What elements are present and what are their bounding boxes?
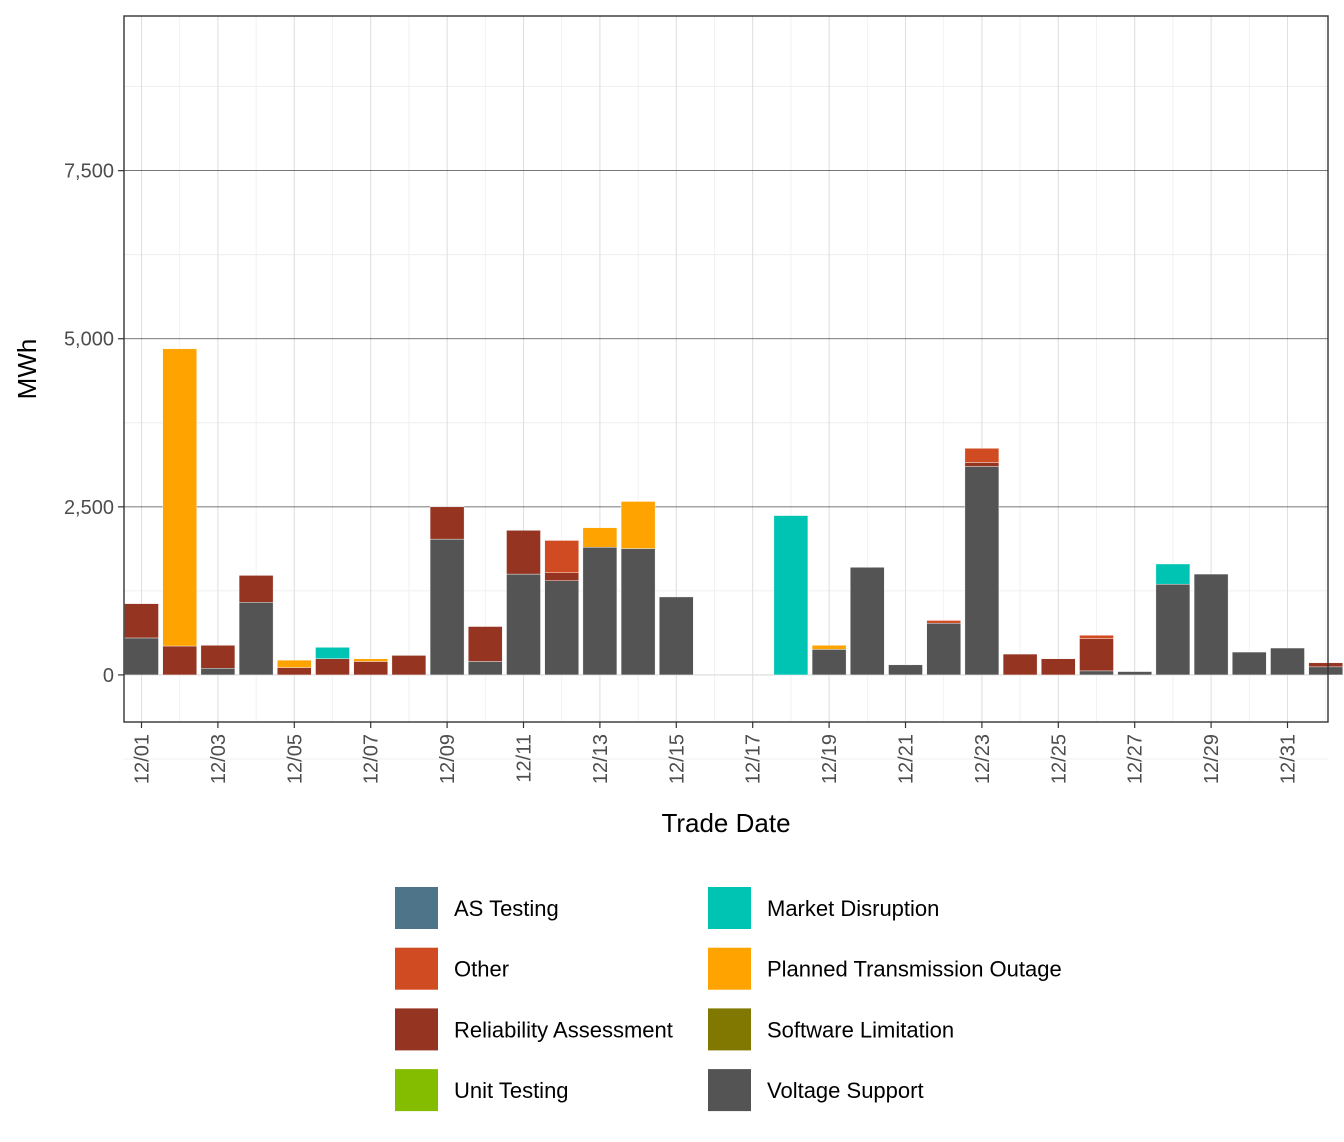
legend-label: Voltage Support: [767, 1078, 924, 1103]
bar-segment: [964, 448, 1000, 463]
bar-segment: [391, 655, 427, 676]
legend-key: [708, 1069, 751, 1112]
bar-segment: [544, 580, 579, 676]
y-tick-label: 0: [103, 665, 114, 687]
bar-segment: [582, 546, 618, 676]
x-tick-label: 12/27: [1125, 734, 1147, 784]
x-tick-label: 12/29: [1201, 734, 1223, 784]
bar-segment: [162, 645, 197, 676]
bar-segment: [124, 637, 159, 676]
bar-segment: [888, 664, 923, 676]
bar-segment: [1193, 573, 1229, 676]
legend-label: Other: [454, 957, 509, 982]
x-tick-label: 12/25: [1048, 734, 1070, 784]
legend-key: [395, 1008, 438, 1051]
legend-key: [395, 1069, 438, 1112]
y-axis-title: MWh: [12, 339, 42, 400]
bar-segment: [238, 602, 274, 676]
bar-segment: [1270, 647, 1305, 676]
bar-segment: [468, 661, 503, 676]
bar-segment: [238, 575, 274, 603]
bar-segment: [544, 540, 579, 573]
bar-segment: [850, 567, 885, 676]
y-axis: 0 2,500 5,000 7,500: [64, 161, 124, 687]
legend-key: [708, 947, 751, 990]
bar-segment: [1308, 666, 1343, 676]
bar-segment: [1155, 563, 1191, 585]
bar-segment: [277, 659, 312, 668]
x-tick-label: 12/23: [972, 734, 994, 784]
bar-segment: [620, 548, 656, 676]
bar-segment: [1079, 670, 1114, 676]
bar-segment: [162, 348, 197, 647]
bar-segment: [620, 501, 656, 549]
x-tick-label: 12/07: [361, 734, 383, 784]
y-tick-label: 2,500: [64, 497, 114, 519]
x-tick-label: 12/01: [132, 734, 154, 784]
bar-segment: [1079, 635, 1114, 639]
bar-segment: [1155, 583, 1191, 676]
x-tick-label: 12/21: [896, 734, 918, 784]
bar-segment: [773, 515, 809, 676]
bar-segment: [926, 620, 961, 624]
bar-segment: [1308, 662, 1343, 668]
legend-key: [395, 947, 438, 990]
x-axis: 12/01 12/03 12/05 12/07 12/09 12/11 12/13 12/15…: [132, 722, 1300, 784]
bar-segment: [429, 506, 465, 540]
bar-segment: [124, 603, 159, 639]
x-tick-label: 12/19: [819, 734, 841, 784]
x-tick-label: 12/11: [514, 734, 536, 783]
plot-panel-border: [123, 15, 1329, 723]
legend-key: [395, 887, 438, 929]
bar-segment: [964, 462, 1000, 467]
bar-segment: [1079, 638, 1114, 672]
bar-segment: [353, 658, 388, 662]
x-tick-label: 12/17: [743, 734, 765, 784]
bar-segment: [582, 527, 618, 548]
legend-label: Planned Transmission Outage: [767, 957, 1062, 982]
bar-segment: [429, 538, 465, 676]
legend-label: Software Limitation: [767, 1017, 954, 1042]
legend-label: Reliability Assessment: [454, 1017, 673, 1042]
bar-segment: [315, 647, 350, 659]
bar-segment: [659, 596, 694, 676]
legend-label: AS Testing: [454, 896, 559, 921]
bar-segment: [468, 626, 503, 662]
bars: [124, 348, 1343, 676]
bar-segment: [506, 530, 541, 575]
legend-label: Market Disruption: [767, 896, 939, 921]
x-tick-label: 12/31: [1278, 734, 1300, 784]
bar-segment: [964, 466, 1000, 676]
bar-segment: [1117, 671, 1152, 676]
legend-label: Unit Testing: [454, 1078, 569, 1103]
x-tick-label: 12/05: [284, 734, 306, 784]
x-tick-label: 12/03: [208, 734, 230, 784]
x-tick-label: 12/09: [437, 734, 459, 784]
bar-segment: [544, 572, 579, 582]
bar-segment: [277, 667, 312, 676]
x-axis-title: Trade Date: [661, 808, 790, 838]
legend: AS Testing Other Reliability Assessment Uni…: [395, 887, 1062, 1112]
bar-segment: [200, 668, 236, 676]
bar-segment: [1232, 651, 1267, 676]
bar-segment: [1041, 658, 1076, 676]
y-tick-label: 5,000: [64, 329, 114, 351]
bar-segment: [926, 622, 961, 676]
y-tick-label: 7,500: [64, 161, 114, 183]
x-tick-label: 12/13: [590, 734, 612, 784]
legend-key: [708, 1008, 751, 1051]
bar-segment: [315, 658, 350, 676]
bar-segment: [353, 661, 388, 676]
x-tick-label: 12/15: [666, 734, 688, 784]
bar-segment: [200, 645, 236, 669]
legend-key: [708, 887, 751, 929]
bar-segment: [506, 573, 541, 676]
bar-segment: [811, 649, 847, 676]
bar-segment: [811, 645, 847, 650]
bar-segment: [1002, 653, 1038, 676]
